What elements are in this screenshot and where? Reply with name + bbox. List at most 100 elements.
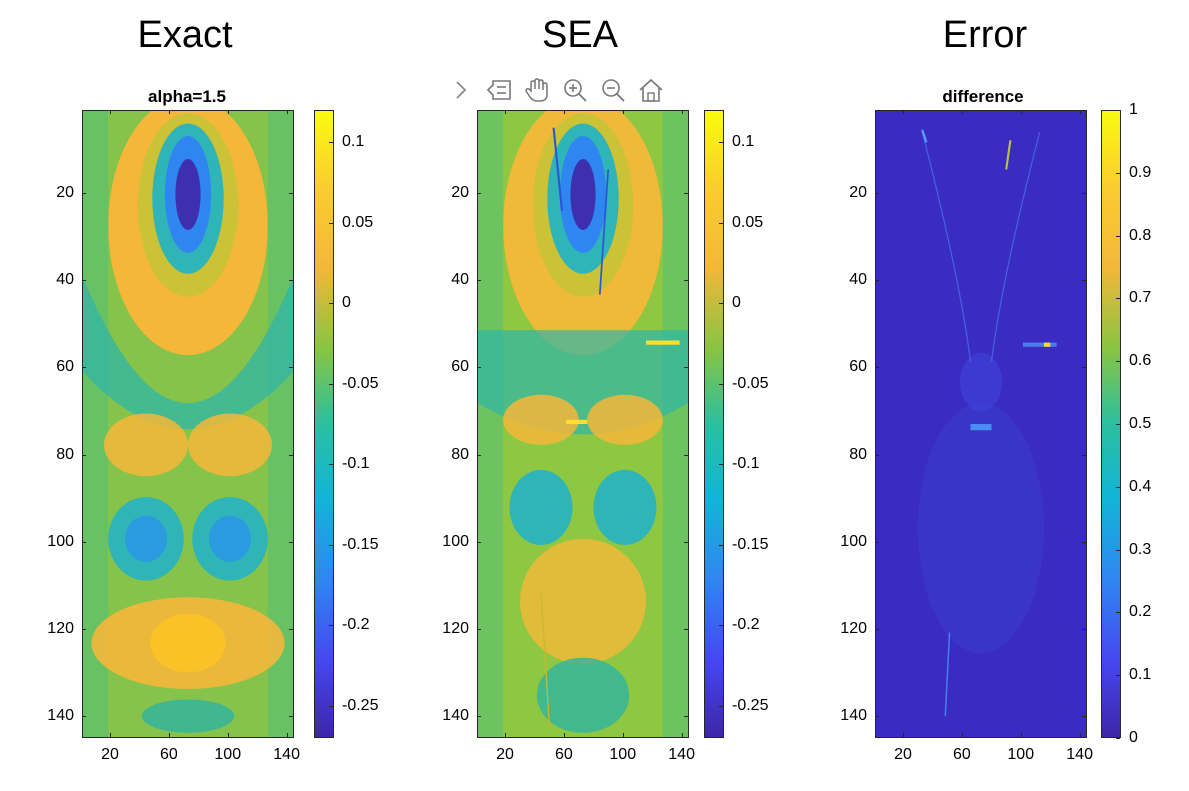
colorbar-tick-label: 1 bbox=[1129, 101, 1138, 118]
y-tick-mark bbox=[477, 367, 481, 369]
colorbar-tick-label: -0.25 bbox=[342, 696, 379, 714]
heatmap-sea-image bbox=[478, 111, 688, 737]
y-tick-mark bbox=[477, 541, 481, 543]
x-tick-label: 20 bbox=[894, 746, 912, 763]
colorbar-exact bbox=[314, 110, 334, 738]
colorbar-tick-label: 0.7 bbox=[1129, 289, 1152, 307]
x-tick-mark bbox=[227, 733, 229, 737]
x-tick-label: 140 bbox=[668, 746, 695, 763]
y-tick-mark bbox=[477, 280, 481, 282]
colorbar-tick-mark bbox=[329, 544, 333, 546]
colorbar-tick-label: 0.1 bbox=[342, 133, 365, 151]
zoom-out-icon[interactable] bbox=[598, 75, 628, 105]
y-tick-mark bbox=[1082, 280, 1086, 282]
y-tick-mark bbox=[289, 192, 293, 194]
y-tick-label: 100 bbox=[47, 532, 74, 550]
plot-title-exact: alpha=1.5 bbox=[148, 87, 226, 106]
data-tips-icon[interactable] bbox=[484, 75, 514, 105]
y-tick-label: 60 bbox=[56, 358, 74, 376]
y-tick-label: 140 bbox=[47, 707, 74, 725]
y-tick-mark bbox=[289, 454, 293, 456]
colorbar-tick-mark bbox=[329, 303, 333, 305]
x-tick-mark bbox=[504, 110, 506, 114]
colorbar-tick-label: 0 bbox=[732, 294, 741, 312]
colorbar-tick-mark bbox=[1116, 612, 1120, 614]
home-icon[interactable] bbox=[636, 75, 666, 105]
x-tick-mark bbox=[961, 110, 963, 114]
y-tick-mark bbox=[477, 716, 481, 718]
colorbar-tick-mark bbox=[719, 222, 723, 224]
chevron-right-icon[interactable] bbox=[446, 75, 476, 105]
colorbar-tick-mark bbox=[719, 544, 723, 546]
y-tick-mark bbox=[684, 628, 688, 630]
colorbar-difference bbox=[1101, 110, 1121, 738]
colorbar-tick-label: 0.8 bbox=[1129, 226, 1152, 244]
y-tick-label: 100 bbox=[442, 532, 469, 550]
heatmap-sea bbox=[477, 110, 689, 738]
x-tick-mark bbox=[286, 733, 288, 737]
x-tick-mark bbox=[622, 733, 624, 737]
colorbar-tick-label: -0.15 bbox=[732, 535, 769, 553]
y-tick-mark bbox=[82, 367, 86, 369]
x-tick-label: 140 bbox=[273, 746, 300, 763]
colorbar-tick-mark bbox=[1116, 424, 1120, 425]
x-tick-mark bbox=[286, 110, 288, 114]
heatmap-exact bbox=[82, 110, 294, 738]
x-tick-label: 60 bbox=[554, 746, 573, 763]
y-tick-mark bbox=[289, 716, 293, 718]
y-tick-mark bbox=[875, 367, 879, 369]
x-tick-mark bbox=[902, 733, 904, 737]
heatmap-difference bbox=[875, 110, 1087, 738]
colorbar-tick-label: 0.05 bbox=[342, 213, 374, 231]
y-tick-mark bbox=[1082, 192, 1086, 194]
y-tick-label: 60 bbox=[849, 358, 867, 376]
y-tick-mark bbox=[875, 192, 879, 194]
y-tick-label: 80 bbox=[56, 445, 74, 463]
colorbar-tick-mark bbox=[1116, 110, 1120, 111]
y-tick-mark bbox=[684, 280, 688, 282]
y-tick-mark bbox=[684, 541, 688, 543]
y-tick-mark bbox=[875, 454, 879, 456]
colorbar-tick-mark bbox=[1116, 298, 1120, 300]
y-tick-mark bbox=[1082, 541, 1086, 543]
y-tick-label: 40 bbox=[451, 271, 469, 289]
colorbar-tick-label: -0.15 bbox=[342, 535, 379, 553]
header-exact: Exact bbox=[137, 14, 233, 56]
x-tick-mark bbox=[681, 110, 683, 114]
colorbar-tick-label: -0.2 bbox=[732, 616, 760, 634]
colorbar-tick-label: -0.25 bbox=[732, 696, 769, 714]
colorbar-tick-mark bbox=[719, 142, 723, 144]
y-tick-mark bbox=[684, 367, 688, 369]
heatmap-difference-image bbox=[876, 111, 1086, 737]
y-tick-mark bbox=[1082, 367, 1086, 369]
colorbar-tick-label: 0.5 bbox=[1129, 415, 1152, 432]
colorbar-tick-label: 0.3 bbox=[1129, 540, 1152, 558]
y-tick-label: 40 bbox=[56, 271, 74, 289]
zoom-in-icon[interactable] bbox=[560, 75, 590, 105]
colorbar-tick-mark bbox=[1116, 486, 1120, 488]
y-tick-mark bbox=[82, 628, 86, 630]
x-tick-mark bbox=[227, 110, 229, 114]
x-tick-mark bbox=[168, 110, 170, 114]
y-tick-mark bbox=[1082, 628, 1086, 630]
y-tick-label: 120 bbox=[442, 619, 469, 637]
colorbar-tick-label: -0.1 bbox=[732, 455, 760, 473]
x-tick-mark bbox=[563, 110, 565, 114]
colorbar-tick-label: 0.05 bbox=[732, 213, 764, 231]
x-tick-mark bbox=[1079, 110, 1081, 114]
y-tick-mark bbox=[875, 541, 879, 543]
y-tick-mark bbox=[477, 628, 481, 630]
x-tick-label: 60 bbox=[952, 746, 971, 763]
x-tick-label: 100 bbox=[609, 746, 637, 763]
y-tick-mark bbox=[1082, 716, 1086, 718]
colorbar-tick-label: 0.2 bbox=[1129, 603, 1152, 621]
colorbar-tick-mark bbox=[719, 705, 723, 707]
header-error: Error bbox=[942, 14, 1028, 56]
y-tick-mark bbox=[82, 454, 86, 456]
x-tick-mark bbox=[622, 110, 624, 114]
x-tick-label: 20 bbox=[496, 746, 514, 763]
pan-hand-icon[interactable] bbox=[522, 75, 552, 105]
y-tick-mark bbox=[82, 192, 86, 194]
x-tick-mark bbox=[504, 733, 506, 737]
y-tick-label: 100 bbox=[840, 532, 867, 550]
